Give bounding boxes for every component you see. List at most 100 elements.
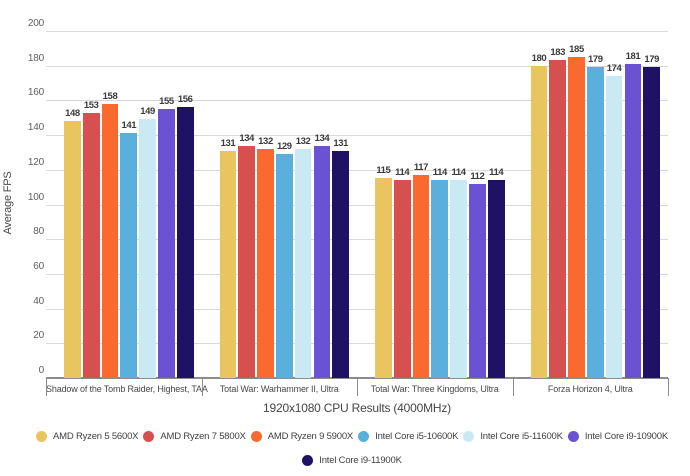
bar-value-label: 131	[220, 137, 236, 149]
legend-swatch-icon	[250, 431, 262, 442]
y-tick-label: 140	[27, 122, 44, 134]
gridline	[46, 135, 668, 137]
gridline	[46, 100, 668, 102]
bar-value-label: 132	[258, 135, 273, 147]
legend-label: AMD Ryzen 7 5800X	[160, 431, 246, 442]
category-tick	[201, 378, 203, 396]
legend-item: AMD Ryzen 9 5900X	[250, 431, 354, 442]
y-tick-label: 120	[27, 156, 44, 168]
bar-value-label: 158	[102, 90, 118, 102]
category-tick	[668, 378, 669, 396]
legend-swatch-icon	[143, 431, 155, 442]
bar-value-label: 153	[83, 99, 99, 111]
bar-value-label: 155	[159, 96, 174, 108]
bar	[313, 145, 331, 378]
bar-value-label: 179	[587, 54, 603, 66]
bar	[393, 180, 411, 378]
category-label: Forza Horizon 4, Ultra	[547, 384, 633, 394]
bar-value-label: 174	[606, 63, 622, 75]
y-tick-label: 60	[33, 260, 44, 272]
y-tick-label: 40	[33, 295, 44, 307]
gridline	[46, 273, 668, 275]
bar-value-label: 117	[413, 162, 429, 173]
legend-item: AMD Ryzen 7 5800X	[143, 431, 246, 442]
gridline	[46, 204, 668, 206]
bar	[332, 150, 350, 378]
bar	[375, 178, 392, 378]
bar	[82, 112, 100, 378]
bar-value-label: 183	[550, 47, 566, 59]
bar	[487, 180, 505, 378]
category-label: Total War: Three Kingdoms, Ultra	[370, 384, 499, 394]
legend-label: AMD Ryzen 5 5600X	[53, 431, 139, 442]
gridline	[46, 343, 668, 345]
bar-value-label: 156	[177, 94, 193, 106]
bar	[549, 60, 567, 378]
category-tick	[512, 378, 514, 396]
bar	[64, 121, 81, 378]
bar-value-label: 179	[644, 54, 660, 66]
bar	[238, 145, 256, 378]
legend-item: Intel Core i5-10600K	[358, 431, 458, 442]
legend-row: AMD Ryzen 5 5600X AMD Ryzen 7 5800X AMD Ry…	[36, 431, 668, 442]
bar	[450, 180, 467, 378]
y-tick-label: 20	[33, 330, 44, 342]
bar	[275, 154, 293, 378]
category-tick	[357, 378, 358, 396]
y-tick-label: 80	[33, 226, 44, 238]
bar	[158, 109, 175, 378]
legend-item: Intel Core i9-10900K	[567, 431, 668, 442]
bar-value-label: 131	[333, 137, 349, 149]
legend-label: Intel Core i9-11900K	[319, 455, 402, 466]
legend-swatch-icon	[36, 431, 47, 442]
bar-value-label: 180	[531, 52, 547, 64]
y-tick-label: 100	[27, 191, 44, 203]
bar	[568, 57, 585, 378]
bar	[120, 133, 138, 378]
bar	[605, 76, 623, 378]
bar	[257, 148, 274, 378]
bar-value-label: 134	[314, 132, 330, 144]
bar	[176, 107, 194, 378]
bar-value-label: 115	[376, 165, 391, 177]
y-tick-label: 0	[38, 365, 45, 376]
gridline	[46, 65, 668, 67]
bar-value-label: 114	[489, 167, 504, 179]
legend-swatch-icon	[567, 431, 579, 442]
bar-value-label: 134	[239, 132, 255, 144]
bar	[219, 150, 237, 378]
bar-value-label: 112	[470, 170, 485, 182]
bar-value-label: 114	[432, 167, 448, 179]
category-label: Total War: Warhammer II, Ultra	[219, 384, 339, 394]
y-tick-label: 160	[27, 87, 44, 99]
bar-value-label: 148	[65, 108, 80, 120]
bar	[469, 183, 486, 378]
category-tick	[46, 378, 47, 396]
bar	[586, 67, 604, 378]
y-tick-label: 200	[27, 18, 44, 29]
gridline	[46, 239, 668, 241]
legend-label: Intel Core i9-10900K	[584, 431, 668, 442]
bar	[530, 65, 548, 378]
bar-value-label: 141	[121, 120, 137, 132]
legend-label: AMD Ryzen 9 5900X	[267, 431, 354, 442]
legend-item: Intel Core i5-11600K	[463, 431, 563, 442]
bar	[624, 63, 642, 378]
bar	[431, 180, 449, 378]
category-label: Shadow of the Tomb Raider, Highest, TAA	[46, 384, 208, 394]
gridline	[46, 31, 668, 32]
bar	[412, 175, 430, 378]
gridline	[46, 169, 668, 171]
bar-value-label: 185	[569, 44, 584, 56]
bar-value-label: 114	[451, 167, 467, 179]
x-axis-title: 1920x1080 CPU Results (4000MHz)	[263, 401, 451, 415]
y-axis-title: Average FPS	[2, 171, 14, 235]
legend-item: Intel Core i9-11900K	[302, 455, 402, 466]
bar-value-label: 149	[140, 106, 155, 118]
y-tick-label: 180	[27, 52, 44, 64]
legend-row: Intel Core i9-11900K	[36, 455, 668, 466]
bar	[294, 148, 312, 378]
legend-label: Intel Core i5-10600K	[375, 431, 459, 442]
gridline	[46, 308, 668, 310]
